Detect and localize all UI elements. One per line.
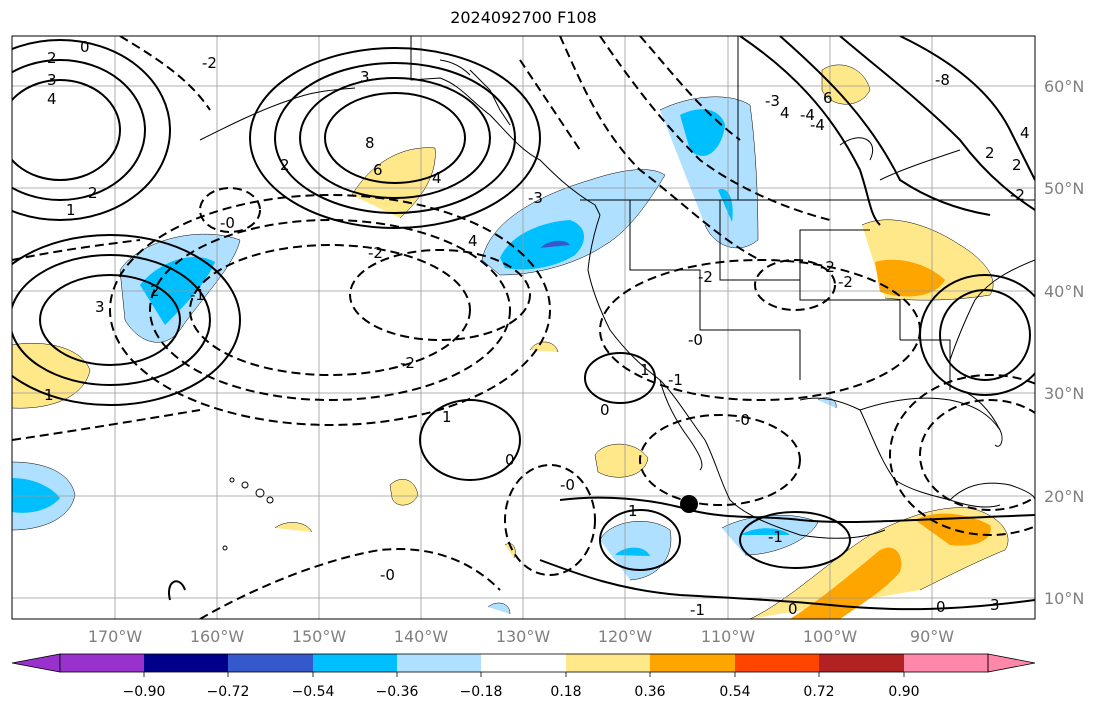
colorbar-tick-label: 0.90 (888, 684, 919, 700)
contour-label: 2 (985, 144, 995, 162)
contour-label: 0 (600, 401, 610, 419)
colorbar-tick-label: −0.18 (460, 684, 503, 700)
colorbar-bin (144, 654, 228, 672)
contour-label: -2 (368, 244, 383, 262)
colorbar-bin (313, 654, 397, 672)
contour-label: -4 (810, 116, 825, 134)
contour-label: 6 (373, 161, 383, 179)
map-title: 2024092700 F108 (450, 8, 597, 27)
longitude-axis: 170°W 160°W 150°W 140°W 130°W 120°W 110°… (88, 627, 954, 646)
contour-label: -0 (688, 331, 703, 349)
latitude-axis: 60°N 50°N 40°N 30°N 20°N 10°N (1044, 77, 1084, 608)
contour-label: 0 (80, 38, 90, 56)
contour-label: 4 (1020, 124, 1030, 142)
colorbar: −0.90 −0.72 −0.54 −0.36 −0.18 0.18 0.36 … (11, 653, 1036, 700)
contour-label: -0 (735, 411, 750, 429)
contour-label: -0 (220, 214, 235, 232)
contour-label: 1 (442, 408, 452, 426)
contour-label: 3 (990, 596, 1000, 614)
colorbar-tick-label: 0.36 (634, 684, 665, 700)
lat-label-50n: 50°N (1044, 179, 1084, 198)
lat-label-40n: 40°N (1044, 282, 1084, 301)
contour-label: 2 (150, 282, 160, 300)
contours (12, 36, 1035, 619)
contour-label: -2 (400, 354, 415, 372)
contour-label: 2 (1012, 156, 1022, 174)
colorbar-bin (60, 654, 144, 672)
lon-label-140w: 140°W (394, 627, 449, 646)
contour-label: -2 (698, 268, 713, 286)
colorbar-bin (650, 654, 735, 672)
contour-label: -4 (800, 106, 815, 124)
storm-center-marker (680, 495, 698, 513)
contour-label: 3 (47, 71, 57, 89)
contour-label: -0 (380, 566, 395, 584)
colorbar-bin (397, 654, 481, 672)
contour-label: 8 (365, 134, 375, 152)
contour-label: 0 (505, 451, 515, 469)
contour-label: 4 (432, 169, 442, 187)
contour-label: -1 (690, 601, 705, 619)
colorbar-bin (481, 654, 566, 672)
graticule (12, 36, 1035, 619)
contour-label: 3 (95, 298, 105, 316)
lat-label-10n: 10°N (1044, 589, 1084, 608)
colorbar-tick-label: −0.36 (376, 684, 419, 700)
contour-label: -3 (765, 92, 780, 110)
lon-label-110w: 110°W (701, 627, 756, 646)
contour-label: -1 (190, 286, 205, 304)
contour-label: 1 (44, 386, 54, 404)
contour-label: 1 (628, 502, 638, 520)
lon-label-160w: 160°W (190, 627, 245, 646)
contour-label: 4 (468, 232, 478, 250)
contour-label: 6 (823, 89, 833, 107)
contour-labels: 0 2 3 4 2 1 3 -2 8 6 4 3 4 -2 -2 -3 -4 -… (44, 38, 1030, 619)
contour-label: -2 (202, 54, 217, 72)
contour-label: 0 (788, 600, 798, 618)
lon-label-100w: 100°W (803, 627, 858, 646)
contour-label: 0 (936, 598, 946, 616)
lat-label-30n: 30°N (1044, 384, 1084, 403)
colorbar-tick-label: 0.72 (803, 684, 834, 700)
lat-label-20n: 20°N (1044, 487, 1084, 506)
colorbar-high-extend (987, 653, 1036, 673)
colorbar-tick-label: −0.72 (207, 684, 250, 700)
contour-label: -8 (935, 71, 950, 89)
contour-label: -2 (838, 273, 853, 291)
colorbar-bin (228, 654, 313, 672)
contour-label: -2 (1010, 186, 1025, 204)
lon-label-130w: 130°W (496, 627, 551, 646)
contour-label: 1 (66, 201, 76, 219)
coastlines (199, 36, 1035, 551)
contour-label: 4 (780, 104, 790, 122)
contour-label: -3 (528, 189, 543, 207)
contour-label: -2 (820, 258, 835, 276)
map-area: 0 2 3 4 2 1 3 -2 8 6 4 3 4 -2 -2 -3 -4 -… (12, 36, 1035, 619)
lon-label-120w: 120°W (598, 627, 653, 646)
contour-label: 1 (640, 361, 650, 379)
contour-label: 2 (47, 49, 57, 67)
contour-label: 3 (360, 68, 370, 86)
lat-label-60n: 60°N (1044, 77, 1084, 96)
colorbar-bin (819, 654, 904, 672)
colorbar-tick-label: −0.90 (123, 684, 166, 700)
contour-label: -1 (768, 528, 783, 546)
colorbar-tick-label: −0.54 (292, 684, 335, 700)
contour-label: -0 (560, 476, 575, 494)
lon-label-150w: 150°W (292, 627, 347, 646)
colorbar-bin (566, 654, 650, 672)
contour-label: -1 (668, 371, 683, 389)
colorbar-tick-label: 0.18 (550, 684, 581, 700)
colorbar-tick-label: 0.54 (719, 684, 750, 700)
map-frame (11, 35, 1036, 620)
contour-label: 2 (280, 156, 290, 174)
contour-label: 2 (88, 184, 98, 202)
colorbar-bin (904, 654, 988, 672)
colorbar-low-extend (11, 653, 61, 673)
contour-label: 4 (47, 90, 57, 108)
lon-label-170w: 170°W (88, 627, 143, 646)
colorbar-bin (735, 654, 819, 672)
lon-label-90w: 90°W (910, 627, 954, 646)
